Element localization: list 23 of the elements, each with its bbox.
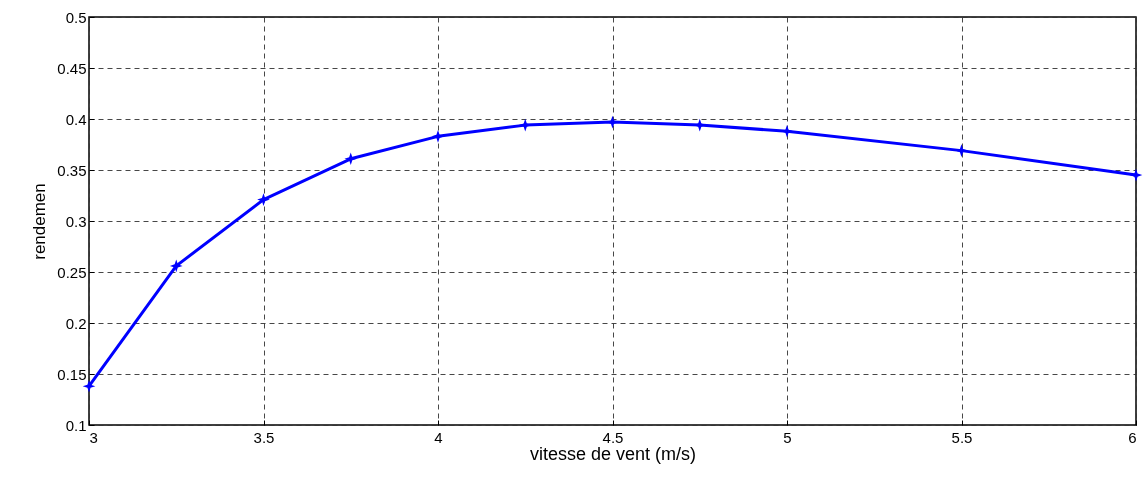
y-tick-label: 0.4	[65, 110, 87, 128]
x-tick-label: 5	[783, 428, 792, 446]
y-tick-label: 0.1	[65, 416, 87, 434]
point	[1129, 168, 1143, 182]
y-tick-label: 0.35	[57, 161, 87, 179]
y-tick-label: 0.3	[65, 212, 87, 230]
point	[344, 152, 358, 166]
y-tick-label: 0.5	[65, 8, 87, 26]
y-tick-label: 0.15	[57, 365, 87, 383]
x-tick-label: 3	[89, 428, 98, 446]
x-tick-label: 3.5	[253, 428, 275, 446]
x-axis-title: vitesse de vent (m/s)	[529, 443, 697, 464]
y-tick-label: 0.25	[57, 263, 87, 281]
y-axis-title: rendemen	[30, 183, 50, 260]
x-tick-label: 6	[1128, 428, 1137, 446]
y-tick-label: 0.45	[57, 59, 87, 77]
y-tick-label: 0.2	[65, 314, 87, 332]
x-tick-label: 5.5	[951, 428, 973, 446]
point	[82, 379, 96, 393]
x-tick-label: 4	[434, 428, 443, 446]
point	[257, 193, 270, 206]
x-tick-label: 4.5	[602, 428, 624, 446]
point	[169, 259, 183, 273]
